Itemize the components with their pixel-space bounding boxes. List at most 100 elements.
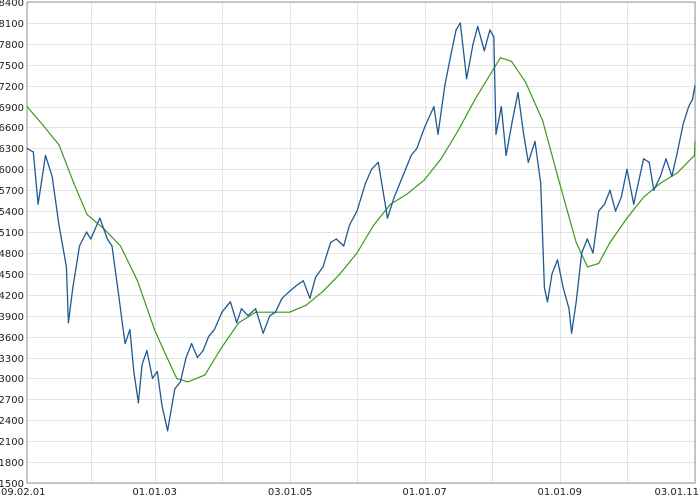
- data-point: [406, 193, 409, 195]
- data-point: [399, 182, 401, 184]
- data-point: [58, 224, 60, 226]
- data-point: [575, 241, 577, 244]
- data-point: [32, 151, 34, 153]
- y-tick-label: 7200: [0, 82, 24, 93]
- data-point: [78, 245, 81, 247]
- data-point: [167, 430, 169, 432]
- y-tick-label: 3000: [0, 374, 24, 385]
- y-tick-label: 4500: [0, 270, 24, 281]
- data-point: [309, 297, 311, 299]
- data-point: [141, 363, 143, 366]
- data-point: [213, 329, 215, 331]
- data-point: [99, 217, 101, 219]
- price-series: [26, 22, 696, 432]
- data-point: [437, 133, 439, 135]
- data-point: [525, 81, 527, 83]
- x-tick-label: 09.02.01: [1, 487, 46, 498]
- y-tick-label: 4800: [0, 249, 24, 260]
- data-point: [221, 311, 223, 313]
- data-point: [559, 182, 561, 184]
- data-point: [609, 189, 611, 191]
- data-point: [330, 241, 332, 244]
- data-point: [551, 273, 553, 275]
- y-tick-label: 1800: [0, 458, 24, 469]
- data-point: [269, 315, 271, 317]
- plot-area-border: [26, 1, 696, 484]
- data-point: [659, 175, 662, 177]
- y-tick-label: 6600: [0, 123, 24, 134]
- data-point: [343, 245, 345, 247]
- data-point: [688, 106, 690, 108]
- data-point: [262, 332, 264, 334]
- data-point: [348, 224, 351, 226]
- data-point: [491, 71, 493, 73]
- data-point: [676, 151, 679, 153]
- data-point: [598, 210, 600, 212]
- data-point: [410, 154, 412, 156]
- y-tick-label: 5100: [0, 228, 24, 239]
- x-tick-label: 03.01.11: [654, 487, 699, 498]
- data-point: [302, 280, 304, 282]
- y-tick-label: 6900: [0, 103, 24, 114]
- y-tick-label: 3300: [0, 354, 24, 365]
- data-point: [586, 238, 588, 240]
- y-tick-label: 1500: [0, 479, 24, 490]
- moving-average-series: [26, 57, 696, 383]
- y-tick-label: 5400: [0, 207, 24, 218]
- y-tick-label: 2700: [0, 395, 24, 406]
- data-point: [382, 189, 384, 191]
- data-point: [73, 182, 75, 184]
- data-point: [643, 158, 645, 160]
- data-point: [440, 158, 442, 160]
- data-point: [575, 301, 577, 303]
- data-point: [164, 353, 166, 355]
- x-tick-label: 01.01.09: [537, 487, 582, 498]
- data-point: [151, 377, 154, 379]
- data-point: [457, 130, 459, 132]
- data-point: [119, 245, 122, 247]
- x-tick-label: 03.01.05: [268, 487, 313, 498]
- data-point: [238, 322, 240, 324]
- data-point: [121, 322, 123, 324]
- data-point: [85, 231, 88, 233]
- data-point: [493, 36, 495, 38]
- data-point: [37, 203, 39, 205]
- data-point: [546, 301, 549, 303]
- data-point: [204, 374, 206, 376]
- data-point: [221, 346, 223, 348]
- y-tick-label: 3600: [0, 333, 24, 344]
- data-point: [571, 332, 573, 334]
- data-point: [543, 287, 546, 289]
- data-point: [643, 196, 645, 198]
- data-point: [335, 238, 337, 240]
- data-point: [339, 273, 341, 275]
- data-point: [289, 290, 291, 292]
- data-point: [523, 133, 525, 135]
- data-point: [510, 60, 513, 62]
- data-point: [416, 147, 418, 149]
- data-point: [474, 99, 476, 101]
- x-axis-tick-labels: 09.02.01 01.01.03 03.01.05 01.01.07 01.01.09…: [1, 487, 699, 498]
- data-point: [133, 370, 135, 373]
- data-point: [459, 22, 461, 24]
- data-point: [124, 343, 126, 345]
- data-point: [136, 280, 139, 282]
- x-tick-label: 01.01.07: [402, 487, 447, 498]
- x-tick-label: 01.01.03: [132, 487, 177, 498]
- data-point: [568, 308, 570, 310]
- data-point: [603, 203, 606, 205]
- data-point: [202, 350, 204, 352]
- data-point: [682, 123, 684, 125]
- data-point: [208, 336, 210, 338]
- data-point: [111, 245, 113, 247]
- y-tick-label: 8100: [0, 19, 24, 30]
- data-point: [72, 287, 74, 289]
- data-point: [170, 412, 172, 414]
- data-point: [626, 217, 628, 219]
- data-point: [322, 290, 324, 292]
- data-point: [156, 370, 158, 373]
- data-point: [665, 158, 667, 160]
- series-layer: [26, 22, 696, 432]
- data-point: [592, 252, 594, 254]
- data-point: [620, 196, 622, 198]
